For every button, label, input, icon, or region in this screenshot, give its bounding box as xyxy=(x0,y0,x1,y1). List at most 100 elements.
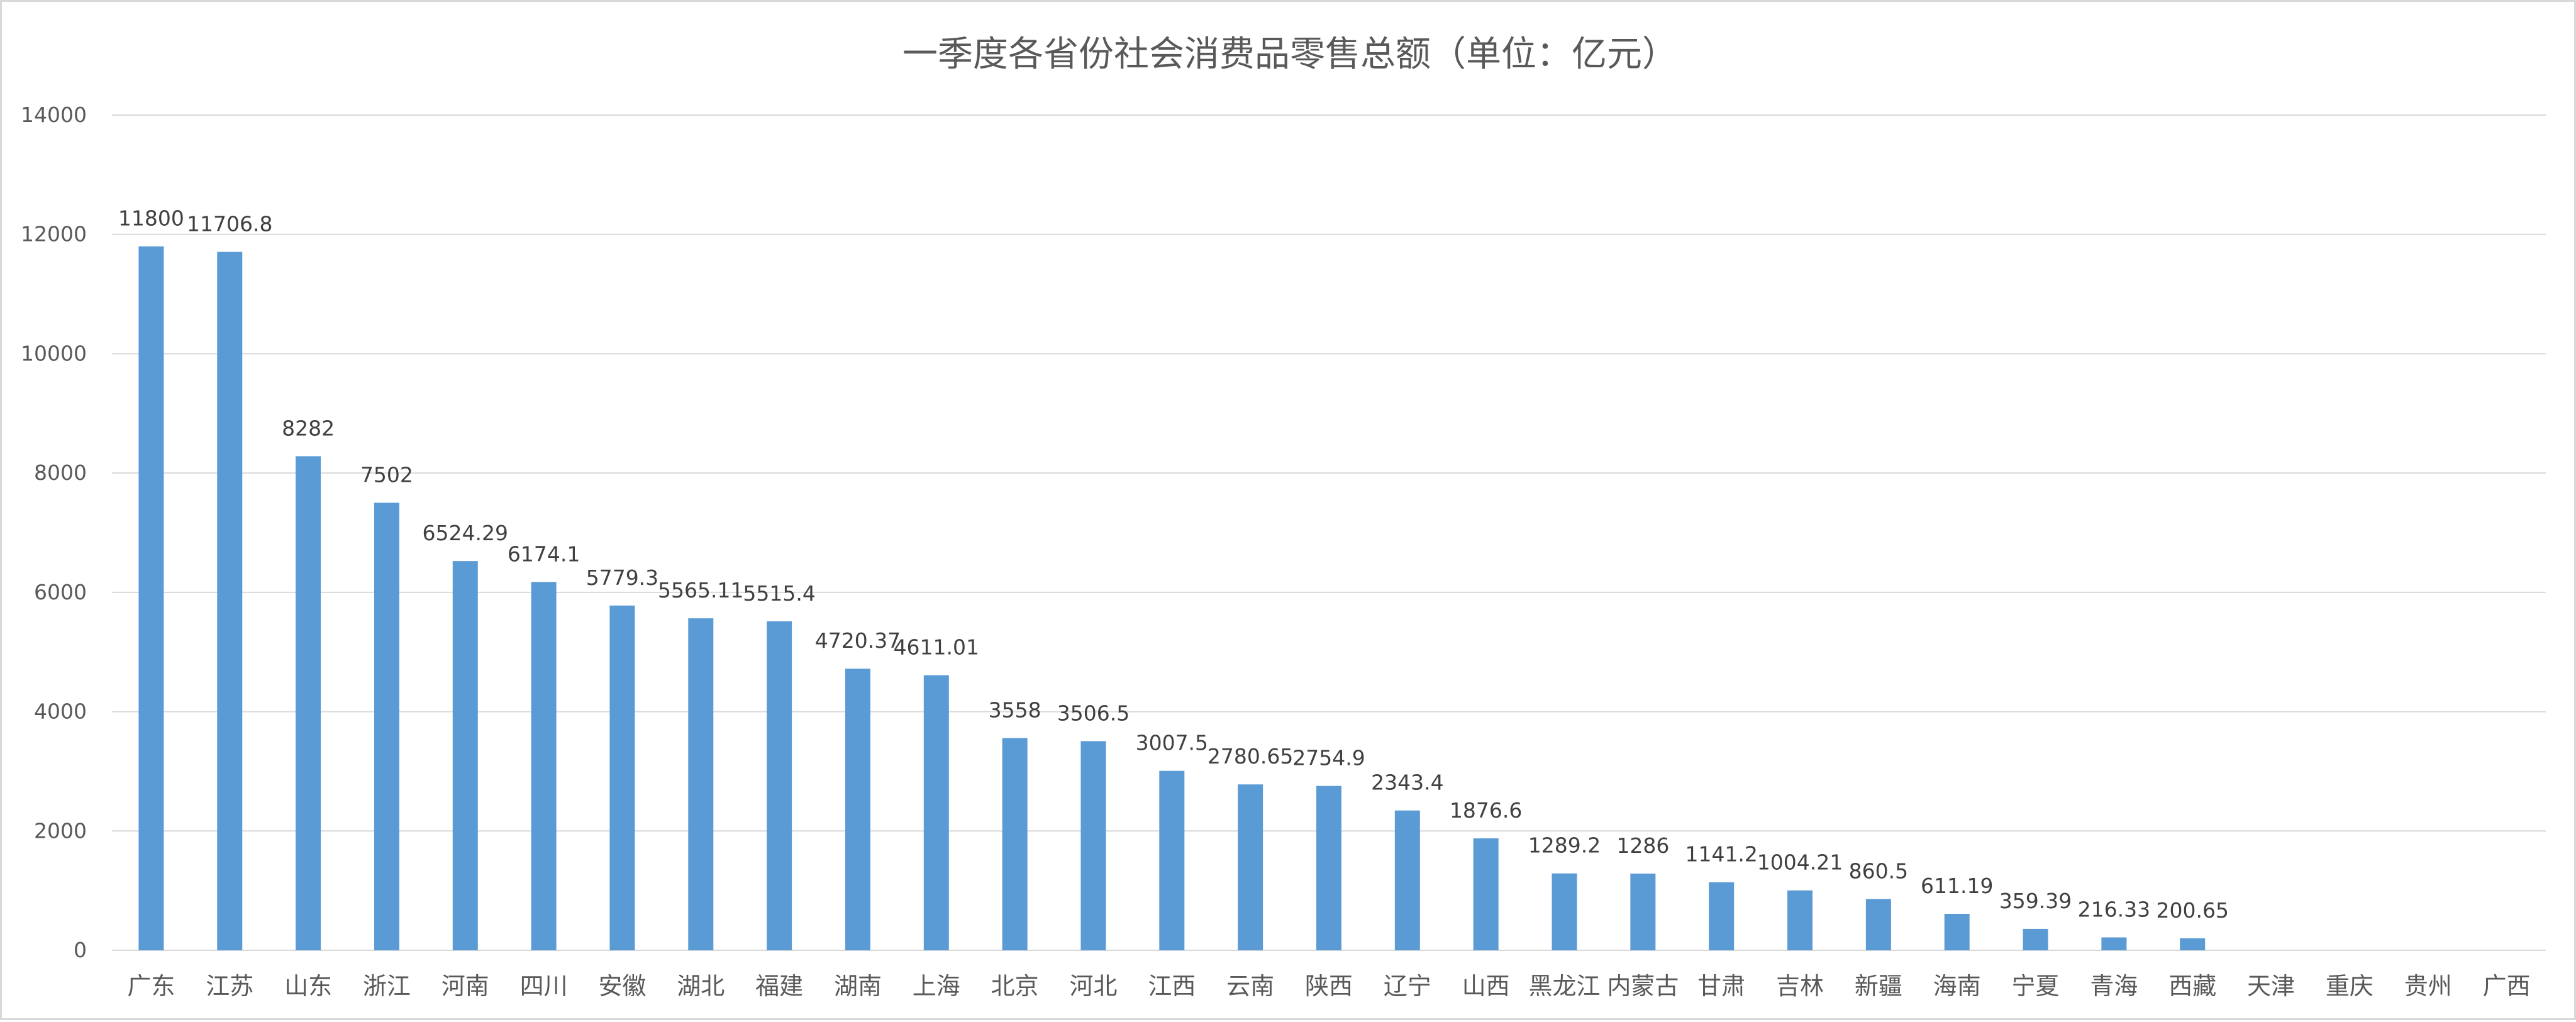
data-label: 6174.1 xyxy=(508,542,580,566)
category-label: 宁夏 xyxy=(2012,972,2060,1000)
bar-河南 xyxy=(452,561,478,950)
data-label: 359.39 xyxy=(1999,889,2072,913)
category-label: 河北 xyxy=(1069,972,1117,1000)
category-label: 内蒙古 xyxy=(1607,972,1679,1000)
category-label: 福建 xyxy=(755,972,803,1000)
bar-湖北 xyxy=(688,618,714,950)
category-label: 重庆 xyxy=(2326,972,2373,1000)
category-label: 吉林 xyxy=(1776,972,1824,1000)
bar-北京 xyxy=(1002,738,1028,950)
category-label: 江苏 xyxy=(206,972,253,1000)
category-label: 河南 xyxy=(441,972,489,1000)
bar-新疆 xyxy=(1865,899,1891,950)
data-label: 216.33 xyxy=(2078,897,2150,921)
y-axis-ticks: 0 2000 4000 6000 8000 10000 12000 14000 xyxy=(21,103,87,962)
category-label: 黑龙江 xyxy=(1529,972,1601,1000)
bar-海南 xyxy=(1944,914,1970,950)
category-label: 天津 xyxy=(2247,972,2295,1000)
data-label: 6524.29 xyxy=(423,521,508,545)
category-label: 四川 xyxy=(520,972,568,1000)
category-label: 山西 xyxy=(1462,972,1510,1000)
category-label: 海南 xyxy=(1933,972,1981,1000)
bar-甘肃 xyxy=(1709,882,1735,950)
y-tick-label: 6000 xyxy=(34,580,87,604)
bars xyxy=(138,246,2206,951)
category-label: 山东 xyxy=(284,972,332,1000)
bar-内蒙古 xyxy=(1630,874,1656,950)
data-label: 2780.65 xyxy=(1208,744,1293,769)
category-label: 江西 xyxy=(1148,972,1196,1000)
category-label: 辽宁 xyxy=(1384,972,1431,1000)
bar-安徽 xyxy=(609,605,635,950)
data-label: 5779.3 xyxy=(586,565,658,590)
category-label: 广西 xyxy=(2483,972,2531,1000)
data-labels: 11800 11706.8828275026524.296174.15779.35… xyxy=(118,206,2229,923)
bar-山西 xyxy=(1473,838,1499,950)
bar-辽宁 xyxy=(1394,810,1420,950)
bar-广东 xyxy=(138,246,164,951)
x-axis-categories: 广东 江苏 山东 浙江 河南 四川 安徽 湖北 福建 湖南 上海 北京 河北 江西 云南 陕西 辽宁 山西 黑龙江内… xyxy=(127,972,2530,1000)
category-label: 甘肃 xyxy=(1697,972,1745,1000)
y-tick-label: 14000 xyxy=(21,103,87,127)
data-label: 200.65 xyxy=(2156,898,2228,923)
data-label: 1876.6 xyxy=(1450,798,1522,823)
data-label: 11706.8 xyxy=(187,212,272,236)
category-label: 上海 xyxy=(913,972,960,1000)
bar-浙江 xyxy=(374,503,399,950)
bar-陕西 xyxy=(1316,786,1341,950)
category-label: 广东 xyxy=(127,972,175,1000)
bar-福建 xyxy=(767,621,792,950)
bar-青海 xyxy=(2101,937,2127,950)
data-label: 8282 xyxy=(282,416,335,440)
bar-西藏 xyxy=(2180,938,2206,950)
category-label: 北京 xyxy=(991,972,1039,1000)
category-label: 湖南 xyxy=(834,972,882,1000)
bar-江西 xyxy=(1159,770,1185,950)
bar-湖南 xyxy=(845,669,870,950)
y-tick-label: 4000 xyxy=(34,699,87,724)
data-label: 2343.4 xyxy=(1371,770,1443,795)
data-label: 5565.11 xyxy=(658,578,743,603)
data-label: 4611.01 xyxy=(894,635,979,660)
bar-吉林 xyxy=(1787,890,1813,950)
bar-江苏 xyxy=(217,252,243,951)
y-tick-label: 2000 xyxy=(34,818,87,843)
y-tick-label: 10000 xyxy=(21,341,87,365)
category-label: 新疆 xyxy=(1855,972,1902,1000)
y-tick-label: 8000 xyxy=(34,460,87,485)
bar-山东 xyxy=(296,456,321,950)
category-label: 青海 xyxy=(2090,972,2138,1000)
category-label: 贵州 xyxy=(2404,972,2452,1000)
data-label: 3506.5 xyxy=(1057,701,1130,725)
data-label: 3007.5 xyxy=(1136,731,1208,755)
data-label: 1141.2 xyxy=(1685,842,1757,867)
y-tick-label: 12000 xyxy=(21,222,87,247)
data-label: 11800 xyxy=(118,206,184,231)
data-label: 4720.37 xyxy=(815,628,901,653)
category-label: 湖北 xyxy=(677,972,724,1000)
bar-河北 xyxy=(1080,741,1106,950)
data-label: 7502 xyxy=(360,462,413,487)
data-label: 1286 xyxy=(1616,833,1669,858)
category-label: 安徽 xyxy=(598,972,646,1000)
y-tick-label: 0 xyxy=(74,938,87,962)
category-label: 西藏 xyxy=(2168,972,2216,1000)
data-label: 5515.4 xyxy=(743,581,815,606)
category-label: 云南 xyxy=(1226,972,1274,1000)
data-label: 611.19 xyxy=(1921,874,1993,898)
bar-云南 xyxy=(1238,784,1263,950)
category-label: 浙江 xyxy=(363,972,411,1000)
bar-上海 xyxy=(923,675,949,950)
data-label: 1004.21 xyxy=(1757,850,1843,875)
bar-宁夏 xyxy=(2023,928,2048,950)
data-label: 860.5 xyxy=(1849,858,1908,883)
chart-title: 一季度各省份社会消费品零售总额（单位：亿元） xyxy=(902,34,1677,75)
category-label: 陕西 xyxy=(1305,972,1353,1000)
data-label: 2754.9 xyxy=(1292,746,1365,770)
bar-四川 xyxy=(531,582,557,950)
bar-黑龙江 xyxy=(1552,873,1577,950)
data-label: 3558 xyxy=(989,697,1041,722)
data-label: 1289.2 xyxy=(1528,833,1601,858)
